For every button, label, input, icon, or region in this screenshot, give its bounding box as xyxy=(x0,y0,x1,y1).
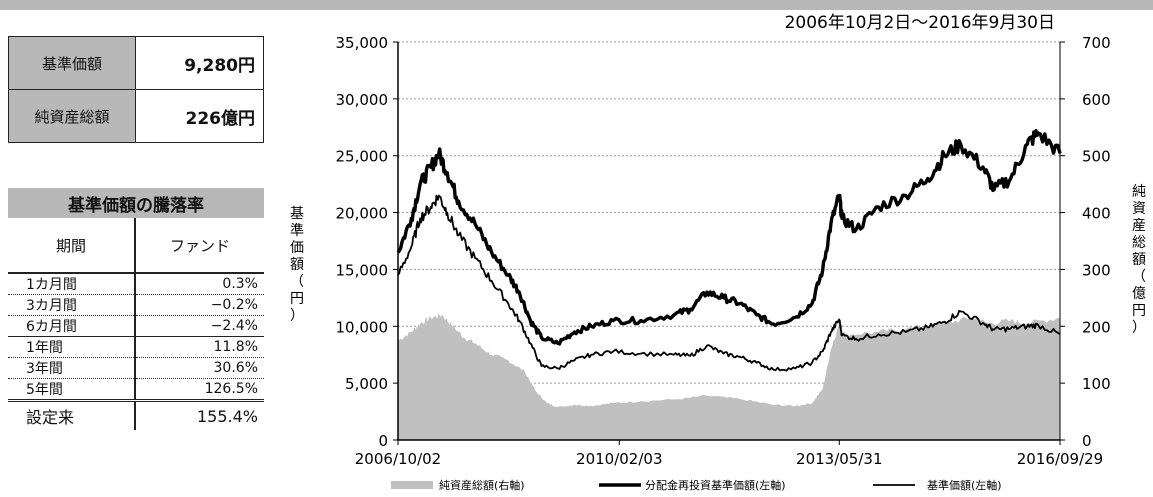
summary-label: 純資産総額 xyxy=(8,89,136,143)
y-tick-label-left: 15,000 xyxy=(336,261,389,279)
table-row: 1カ月間 0.3% xyxy=(8,273,264,295)
fund-cell: −0.2% xyxy=(135,294,264,316)
y-axis-left-title-char: 価 xyxy=(290,240,304,256)
y-axis-left-title-char: 準 xyxy=(290,223,304,239)
summary-row-aum: 純資産総額 226億円 xyxy=(8,89,264,143)
y-axis-right-title-char: 純 xyxy=(1132,184,1146,200)
y-tick-label-right: 500 xyxy=(1082,148,1111,166)
y-axis-left-title-char: ） xyxy=(290,308,304,324)
table-row: 6カ月間 −2.4% xyxy=(8,315,264,337)
period-cell: 5年間 xyxy=(8,378,136,401)
fund-cell: 155.4% xyxy=(135,399,264,430)
table-row: 3カ月間 −0.2% xyxy=(8,294,264,316)
y-tick-label-left: 25,000 xyxy=(336,148,389,166)
x-tick-label: 2013/05/31 xyxy=(796,450,882,468)
y-axis-left-labels: 0 5,000 10,000 15,000 20,000 25,000 30,000 35,0… xyxy=(336,34,389,450)
y-tick-label-right: 100 xyxy=(1082,375,1111,393)
table-row: 設定来 155.4% xyxy=(8,399,264,430)
y-tick-label-left: 20,000 xyxy=(336,205,389,223)
summary-table: 基準価額 9,280円 純資産総額 226億円 xyxy=(8,36,264,143)
period-cell: 1カ月間 xyxy=(8,273,136,295)
performance-title: 基準価額の騰落率 xyxy=(8,188,264,218)
x-tick-label: 2016/09/29 xyxy=(1017,450,1103,468)
y-axis-right-title-char: 円 xyxy=(1132,303,1146,319)
y-tick-label-left: 35,000 xyxy=(336,34,389,52)
table-row: 1年間 11.8% xyxy=(8,336,264,358)
x-axis-labels: 2006/10/02 2010/02/03 2013/05/31 2016/09/29 xyxy=(355,450,1103,468)
nav-chart: 2006年10月2日～2016年9月30日 0 5,000 10,000 15,000… xyxy=(290,13,1146,492)
period-cell: 1年間 xyxy=(8,336,136,358)
column-period-header: 期間 xyxy=(8,218,136,274)
legend-swatch-aum xyxy=(391,481,433,489)
y-tick-label-left: 10,000 xyxy=(336,318,389,336)
y-axis-left-title: 基準価額（円） xyxy=(290,205,304,324)
y-axis-right-title-char: 億 xyxy=(1132,286,1146,302)
y-tick-label-right: 300 xyxy=(1082,261,1111,279)
fund-cell: 11.8% xyxy=(135,336,264,358)
y-axis-right-title: 純資産総額（億円） xyxy=(1132,184,1146,336)
performance-table: 基準価額の騰落率 期間 ファンド 1カ月間 0.3% 3カ月間 −0.2% 6カ… xyxy=(8,188,264,430)
y-axis-right-title-char: 産 xyxy=(1132,218,1146,234)
period-cell: 3年間 xyxy=(8,357,136,379)
y-axis-left-title-char: 基 xyxy=(290,205,304,222)
y-axis-right-title-char: ） xyxy=(1132,320,1146,336)
y-tick-label-left: 0 xyxy=(378,432,388,450)
summary-value: 226億円 xyxy=(135,89,264,143)
y-tick-label-right: 400 xyxy=(1082,205,1111,223)
fund-cell: 30.6% xyxy=(135,357,264,379)
legend-label-aum: 純資産総額(右軸) xyxy=(439,478,525,492)
summary-label: 基準価額 xyxy=(8,36,136,90)
legend-label-nav: 基準価額(左軸) xyxy=(927,478,1002,492)
title-bar xyxy=(0,0,1153,10)
y-tick-label-left: 30,000 xyxy=(336,91,389,109)
y-tick-label-right: 200 xyxy=(1082,318,1111,336)
legend: 純資産総額(右軸) 分配金再投資基準価額(左軸) 基準価額(左軸) xyxy=(391,478,1002,492)
summary-value: 9,280円 xyxy=(135,36,264,90)
fund-cell: 126.5% xyxy=(135,378,264,401)
y-axis-left-title-char: （ xyxy=(290,274,304,290)
y-axis-right-title-char: 総 xyxy=(1132,235,1146,251)
legend-label-reinvested-nav: 分配金再投資基準価額(左軸) xyxy=(645,478,786,492)
series-line-nav xyxy=(397,194,1061,372)
y-axis-left-title-char: 額 xyxy=(290,257,304,273)
series-area-aum xyxy=(398,312,1060,440)
period-cell: 設定来 xyxy=(8,399,136,430)
column-fund-header: ファンド xyxy=(135,218,264,274)
fund-cell: 0.3% xyxy=(135,273,264,295)
y-axis-right-title-char: 資 xyxy=(1132,201,1146,217)
series-line-reinvested-nav xyxy=(396,129,1062,346)
period-cell: 3カ月間 xyxy=(8,294,136,316)
y-axis-right-labels: 0 100 200 300 400 500 600 700 xyxy=(1082,34,1111,450)
y-tick-label-right: 700 xyxy=(1082,34,1111,52)
x-tick-label: 2010/02/03 xyxy=(576,450,662,468)
period-cell: 6カ月間 xyxy=(8,315,136,337)
table-row: 5年間 126.5% xyxy=(8,378,264,401)
y-tick-label-right: 600 xyxy=(1082,91,1111,109)
y-axis-left-title-char: 円 xyxy=(290,291,304,307)
x-tick-label: 2006/10/02 xyxy=(355,450,441,468)
y-tick-label-right: 0 xyxy=(1082,432,1092,450)
y-tick-label-left: 5,000 xyxy=(345,375,388,393)
y-axis-right-title-char: 額 xyxy=(1132,252,1146,268)
axes xyxy=(393,41,1065,445)
fund-cell: −2.4% xyxy=(135,315,264,337)
table-row: 3年間 30.6% xyxy=(8,357,264,379)
chart-subtitle: 2006年10月2日～2016年9月30日 xyxy=(785,13,1055,33)
y-axis-right-title-char: （ xyxy=(1132,269,1146,285)
summary-row-nav: 基準価額 9,280円 xyxy=(8,36,264,90)
